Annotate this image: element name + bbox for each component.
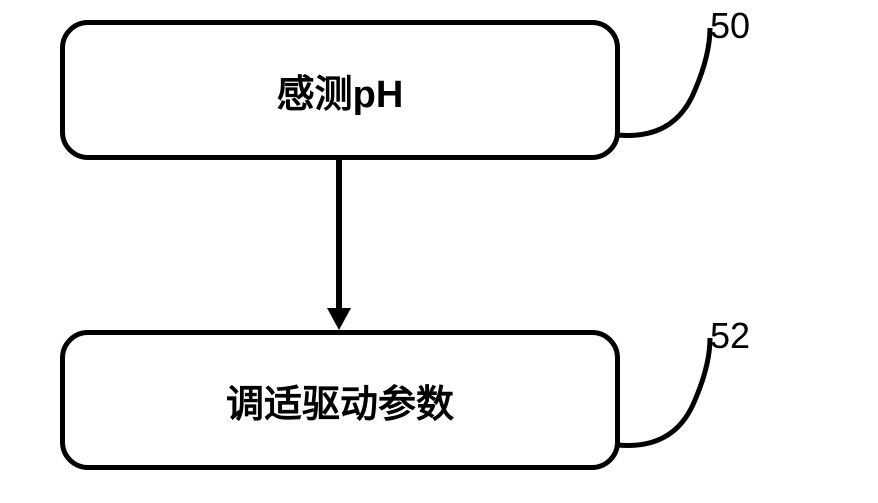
connector-curve-2 (615, 330, 725, 460)
flowchart-node-1: 感测pH (60, 20, 620, 160)
flowchart-container: 感测pH 50 调适驱动参数 52 (60, 20, 820, 480)
flowchart-ref-label-1: 50 (710, 5, 750, 47)
flowchart-edge-line (336, 160, 342, 310)
flowchart-node-2-label: 调适驱动参数 (226, 373, 454, 428)
flowchart-node-2: 调适驱动参数 (60, 330, 620, 470)
flowchart-edge-arrowhead (327, 308, 351, 330)
connector-curve-1 (615, 20, 725, 150)
flowchart-node-1-label: 感测pH (277, 63, 404, 118)
flowchart-ref-label-2: 52 (710, 315, 750, 357)
